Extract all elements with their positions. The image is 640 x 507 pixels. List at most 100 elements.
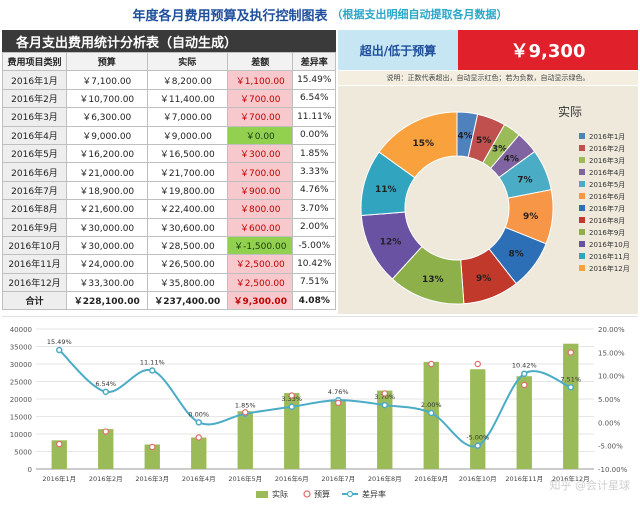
legend-rate: 差异率 bbox=[362, 489, 386, 499]
y-tick-label: 40000 bbox=[10, 326, 32, 334]
cell-month: 2016年2月 bbox=[2, 88, 67, 109]
legend-budget: 预算 bbox=[314, 489, 330, 499]
cell-actual: ￥7,000.00 bbox=[146, 107, 229, 127]
table-row: 2016年11月 ￥24,000.00 ￥26,500.00 ￥2,500.00 10.… bbox=[2, 254, 336, 274]
x-tick-label: 2016年10月 bbox=[459, 474, 497, 483]
stats-header-row: 费用项目类别 预算 实际 差额 差异率 bbox=[2, 51, 336, 72]
cell-rate: 4.08% bbox=[292, 291, 336, 311]
budget-point bbox=[335, 399, 342, 407]
rate-point bbox=[428, 409, 435, 417]
y-tick-label: 25000 bbox=[10, 379, 32, 387]
cell-diff: ￥1,100.00 bbox=[227, 70, 294, 90]
legend-actual: 实际 bbox=[272, 489, 288, 499]
bar-actual bbox=[377, 390, 393, 469]
table-row: 2016年7月 ￥18,900.00 ￥19,800.00 ￥900.00 4.76% bbox=[2, 180, 336, 201]
rate-label: 6.54% bbox=[95, 380, 116, 388]
pie-chart: 实际4% 5%3%4%7%9%8%9%13%12%11%15%2016年1月201… bbox=[360, 104, 630, 305]
legend-label: 2016年3月 bbox=[589, 156, 625, 165]
pie-chart-area: 实际 4% 5% 3% 4% 7% 9% 8% 9% 13% 12% 11% 15% 2016年1月 201… bbox=[338, 86, 638, 314]
title-sub: （根据支出明细自动提取各月数据） bbox=[331, 8, 508, 21]
rate-point bbox=[381, 401, 388, 409]
budget-point bbox=[195, 434, 202, 441]
cell-rate: 11.11% bbox=[292, 107, 336, 127]
cell-diff: ￥9,300.00 bbox=[227, 291, 294, 311]
legend-label: 2016年2月 bbox=[589, 144, 625, 153]
overrun-box: 超出/低于预算 ￥9,300 bbox=[338, 30, 638, 70]
x-tick-label: 2016年3月 bbox=[135, 474, 169, 483]
cell-rate: 15.49% bbox=[292, 70, 336, 90]
table-row: 2016年12月 ￥33,300.00 ￥35,800.00 ￥2,500.00 7.5… bbox=[2, 272, 336, 293]
cell-budget: ￥24,000.00 bbox=[66, 254, 148, 274]
cell-rate: 3.70% bbox=[292, 199, 336, 219]
cell-budget: ￥16,200.00 bbox=[66, 143, 148, 164]
x-tick-label: 2016年5月 bbox=[228, 474, 262, 483]
bar-actual bbox=[470, 369, 486, 469]
pie-slice-label: 9% bbox=[523, 212, 538, 222]
y-tick-label: 10000 bbox=[10, 431, 32, 439]
cell-budget: ￥228,100.00 bbox=[66, 291, 148, 311]
legend-label: 2016年7月 bbox=[589, 204, 625, 213]
pie-slice bbox=[378, 111, 458, 179]
budget-point bbox=[474, 360, 481, 368]
cell-month: 2016年9月 bbox=[2, 217, 67, 237]
legend-label: 2016年8月 bbox=[589, 216, 625, 225]
pie-slice-label: 13% bbox=[422, 275, 444, 285]
cell-rate: 10.42% bbox=[292, 254, 336, 274]
cell-budget: ￥10,700.00 bbox=[66, 88, 148, 109]
cell-month: 2016年5月 bbox=[2, 143, 67, 164]
pie-slice-label: 4% bbox=[457, 131, 472, 141]
cell-month: 2016年7月 bbox=[2, 180, 67, 201]
legend-label: 2016年5月 bbox=[589, 180, 625, 189]
rate-label: 1.85% bbox=[235, 402, 256, 410]
rate-label: 7.51% bbox=[560, 375, 581, 383]
cell-month: 2016年4月 bbox=[2, 125, 67, 145]
note-text: 说明：正数代表超出，自动显示红色；若为负数，自动显示绿色。 bbox=[338, 71, 638, 85]
cell-month: 2016年3月 bbox=[2, 107, 67, 127]
x-tick-label: 2016年8月 bbox=[368, 474, 402, 483]
cell-actual: ￥22,400.00 bbox=[146, 199, 229, 219]
y-tick-label: 5000 bbox=[14, 449, 32, 457]
col-header-diff: 差额 bbox=[227, 51, 294, 72]
rate-point bbox=[102, 388, 109, 396]
table-row: 2016年10月 ￥30,000.00 ￥28,500.00 ￥-1,500.00 -5… bbox=[2, 235, 336, 256]
combo-chart-area: 0 5000 10000 15000 20000 25000 30000 35000 40000… bbox=[2, 316, 638, 506]
table-row: 2016年4月 ￥9,000.00 ￥9,000.00 ￥0.00 0.00% bbox=[2, 125, 336, 145]
cell-actual: ￥35,800.00 bbox=[146, 272, 229, 293]
legend-swatch bbox=[579, 265, 585, 271]
cell-diff: ￥2,500.00 bbox=[227, 254, 294, 274]
cell-month: 2016年11月 bbox=[2, 254, 67, 274]
legend-swatch bbox=[579, 193, 585, 199]
cell-budget: ￥6,300.00 bbox=[66, 107, 148, 127]
x-tick-label: 2016年12月 bbox=[552, 474, 590, 483]
cell-actual: ￥28,500.00 bbox=[146, 235, 229, 256]
legend-label: 2016年11月 bbox=[589, 252, 630, 261]
cell-actual: ￥19,800.00 bbox=[146, 180, 229, 201]
y2-tick-label: 5.00% bbox=[598, 396, 621, 404]
cell-actual: ￥8,200.00 bbox=[146, 70, 229, 90]
cell-month: 2016年8月 bbox=[2, 199, 67, 219]
cell-budget: ￥30,000.00 bbox=[66, 235, 148, 256]
cell-month: 2016年6月 bbox=[2, 162, 67, 182]
y2-tick-label: 20.00% bbox=[598, 326, 625, 334]
legend-swatch-actual bbox=[256, 491, 268, 498]
cell-diff: ￥2,500.00 bbox=[227, 272, 294, 293]
cell-budget: ￥21,000.00 bbox=[66, 162, 148, 182]
pie-slice-label: 3% bbox=[492, 144, 507, 154]
bar-actual bbox=[144, 444, 160, 469]
table-row: 2016年5月 ￥16,200.00 ￥16,500.00 ￥300.00 1.85% bbox=[2, 143, 336, 164]
rate-label: 15.49% bbox=[47, 338, 72, 346]
legend-label: 2016年10月 bbox=[589, 240, 630, 249]
rate-point bbox=[149, 367, 156, 374]
x-tick-label: 2016年9月 bbox=[414, 474, 448, 483]
cell-rate: 2.00% bbox=[292, 217, 336, 237]
bar-actual bbox=[563, 343, 579, 469]
title-main: 年度各月费用预算及执行控制图表 bbox=[132, 8, 328, 24]
cell-budget: ￥21,600.00 bbox=[66, 199, 148, 219]
x-tick-label: 2016年7月 bbox=[321, 474, 355, 483]
cell-budget: ￥33,300.00 bbox=[66, 272, 148, 293]
legend-swatch-rate-marker bbox=[346, 490, 354, 498]
cell-diff: ￥-1,500.00 bbox=[227, 235, 294, 256]
col-header-budget: 预算 bbox=[66, 51, 148, 72]
rate-label: 4.76% bbox=[328, 388, 349, 396]
